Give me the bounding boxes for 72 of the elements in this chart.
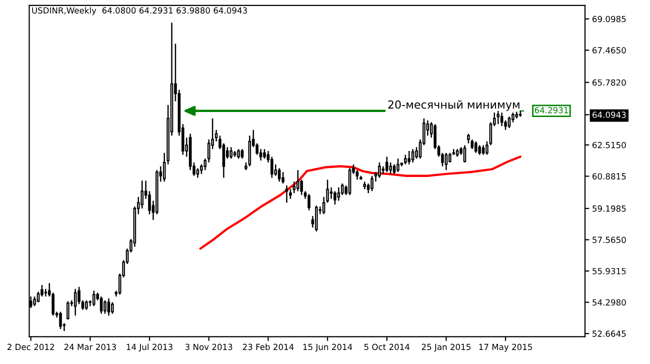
candlestick <box>33 296 36 307</box>
x-tick-label: 5 Oct 2014 <box>364 344 410 350</box>
candlestick <box>408 150 411 166</box>
line-series <box>199 156 522 250</box>
y-tick-label: 62.5150 <box>592 142 626 148</box>
x-tick-label: 24 Mar 2013 <box>64 344 116 350</box>
candlestick <box>107 298 110 316</box>
candlestick <box>496 110 500 125</box>
y-tick-label: 69.0985 <box>592 16 626 22</box>
x-tick-label: 3 Nov 2013 <box>185 344 232 350</box>
candlestick <box>92 290 96 307</box>
candlestick <box>396 158 400 173</box>
candlestick <box>348 168 352 196</box>
candlestick <box>104 300 106 314</box>
candlestick <box>66 300 70 320</box>
x-tick-label: 2 Dec 2012 <box>7 344 54 350</box>
candlestick <box>222 142 226 178</box>
y-tick-label: 52.6645 <box>592 330 626 337</box>
candlestick <box>85 300 88 311</box>
candlestick <box>334 190 336 206</box>
candlestick <box>237 148 240 160</box>
x-tick-label: 15 Jun 2014 <box>303 344 352 352</box>
candlestick <box>278 168 281 182</box>
candlestick <box>508 116 511 129</box>
candlestick <box>385 156 388 173</box>
candlestick <box>314 204 318 232</box>
x-tick-label: 14 Jul 2013 <box>126 344 172 352</box>
y-tick-label: 55.9315 <box>592 268 626 274</box>
y-tick-label: 64.0943 <box>592 112 626 118</box>
candlestick <box>356 170 359 180</box>
annotation: 20-месячный минимум <box>388 100 520 111</box>
candlestick <box>478 144 481 156</box>
x-tick-label: 23 Feb 2014 <box>242 344 294 350</box>
candlestick <box>285 184 288 204</box>
candlestick <box>296 170 300 192</box>
candlestick <box>444 152 448 171</box>
candlestick <box>111 302 114 314</box>
candlestick <box>59 311 62 330</box>
candlestick <box>448 152 452 164</box>
candlestick <box>378 162 381 178</box>
chart-title: USDINR,Weekly 64.0800 64.2931 63.9880 64.0943 <box>32 7 247 16</box>
candlestick <box>196 168 200 178</box>
candlestick <box>259 148 262 162</box>
y-tick-label: 65.7820 <box>592 79 626 86</box>
candlestick <box>370 175 374 192</box>
candlestick <box>404 154 407 166</box>
candlestick <box>330 186 333 200</box>
annotation: 64.2931 <box>534 107 568 114</box>
candlestick <box>240 148 244 160</box>
candlestick <box>263 148 266 160</box>
x-tick-label: 17 May 2015 <box>479 344 532 352</box>
candlestick <box>74 288 77 316</box>
candlestick <box>474 140 478 154</box>
candlestick <box>44 288 48 298</box>
y-tick-label: 54.2980 <box>592 299 626 306</box>
y-tick-label: 67.4650 <box>592 47 626 54</box>
candlestick <box>282 171 284 184</box>
candlestick <box>470 138 474 150</box>
candlestick <box>392 164 396 175</box>
candlestick <box>411 148 414 164</box>
candlestick <box>389 162 392 175</box>
candlestick <box>337 186 340 202</box>
y-tick-label: 57.5650 <box>592 236 626 244</box>
candlestick <box>100 296 103 314</box>
candlestick <box>230 146 233 160</box>
candlestick <box>500 112 504 127</box>
candlestick <box>308 193 310 211</box>
y-tick-label: 59.1985 <box>592 205 626 212</box>
candlestick <box>482 144 485 156</box>
candlestick <box>463 144 466 164</box>
y-tick-label: 60.8815 <box>592 173 626 180</box>
x-tick-label: 25 Jan 2015 <box>422 344 470 352</box>
